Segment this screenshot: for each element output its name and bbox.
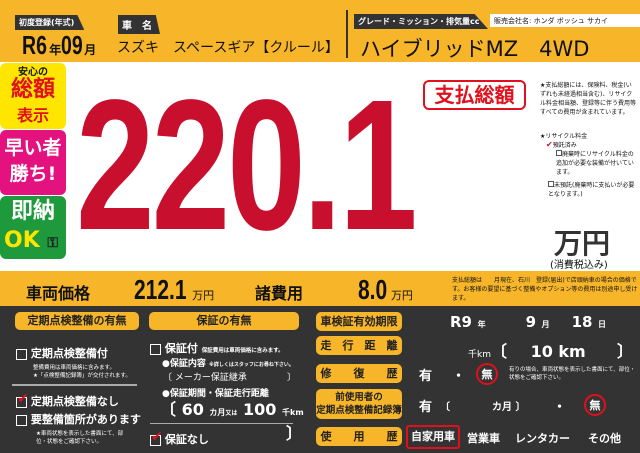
car-key-icon: ⚿: [47, 235, 59, 251]
warranty-content: 〔 メーカー保証継承〕: [163, 373, 296, 383]
checkbox[interactable]: [16, 414, 27, 426]
warranty-with: 保証付 保証費用は車両価格に含みます。: [150, 340, 284, 356]
recycle-extra: 廃棄時にリサイクル料金の追加が必要な装備が付いています。: [556, 150, 634, 176]
inspection-with-note: 整備費用は車両価格に含みます。 ★「点検整備記録簿」が交付されます。: [33, 365, 131, 379]
checkbox[interactable]: [150, 343, 161, 355]
fees-label: 諸費用: [255, 284, 304, 303]
record-yes[interactable]: 有: [419, 400, 433, 415]
record-label: 前使用者の 定期点検整備記録簿: [316, 389, 402, 419]
vehicle-price-label: 車両価格: [26, 284, 91, 303]
checkbox-checked[interactable]: ✔: [16, 391, 29, 408]
inspection-without: ✔ 定期点検整備なし: [16, 390, 119, 408]
grade-label: グレード・ミッション・排気量cc: [354, 14, 488, 29]
record-months: 〔カ月 〕: [440, 402, 526, 413]
check-icon: ✔: [151, 428, 163, 445]
total-label: 支払総額: [423, 80, 526, 110]
checkbox[interactable]: [548, 181, 554, 187]
price-band: [0, 271, 640, 306]
mileage-label: 走 行 距 離: [316, 336, 402, 355]
record-no-selected[interactable]: 無: [584, 394, 606, 416]
checkbox[interactable]: [16, 348, 27, 360]
usage-private-selected[interactable]: 自家用車: [406, 425, 460, 449]
car-name: スズキ スペースギア【クルール】: [117, 40, 339, 56]
vehicle-price: 212.1 万円: [134, 274, 215, 305]
shaken-label: 車検証有効期限: [316, 312, 402, 331]
inspection-needs-note: ★車両状態を表示した書面にて、部位・状態をご確認下さい。: [36, 431, 124, 445]
recycle-label: ★リサイクル料金: [540, 133, 588, 140]
usage-rental[interactable]: レンタカー: [515, 432, 570, 445]
grade: ハイブリッドMZ 4WD: [360, 37, 590, 61]
repair-no-selected[interactable]: 無: [476, 363, 498, 385]
header: [0, 0, 640, 62]
band-note: 支払総額は 月現在、石川 登録(届出)で店頭納車の場合の価格です。お客様の要望に…: [452, 277, 638, 302]
warranty-content-label: ●保証内容 ※詳しくはスタッフにお尋ね下さい。: [162, 359, 294, 369]
divider: [12, 384, 137, 386]
recycle-not-deposited: 未預託(廃棄時に支払いが必要となります。): [548, 181, 635, 198]
usage-label: 使 用 歴: [316, 427, 402, 446]
usage-other[interactable]: その他: [588, 432, 621, 445]
recycle-deposited: ✔預託済み: [546, 140, 577, 149]
warranty-period: 〔 60 カ月又は 100 千km 〕: [160, 400, 304, 443]
price-unit: 万円: [554, 227, 611, 260]
divider: [346, 10, 348, 58]
badge-sokuno: 即納 OK ⚿: [0, 196, 66, 259]
badge-sougaku: 安心の 総額 表示: [0, 63, 66, 129]
usage-commercial[interactable]: 営業車: [467, 432, 500, 445]
warranty-title: 保証の有無: [149, 312, 299, 330]
warranty-none: ✔ 保証なし: [150, 428, 209, 446]
check-icon: ✔: [546, 140, 553, 149]
inspection-needs: 要整備箇所があります: [16, 411, 141, 427]
badge-hayai: 早い者 勝ち!: [0, 130, 66, 195]
checkbox[interactable]: [556, 150, 562, 156]
total-price: 220.1: [76, 62, 418, 269]
inspection-title: 定期点検整備の有無: [15, 312, 139, 330]
checkbox-checked[interactable]: ✔: [150, 429, 163, 446]
car-name-label: 車 名: [118, 15, 160, 34]
repair-label: 修 復 歴: [316, 364, 402, 383]
first-reg-label: 初度登録(年式): [15, 15, 85, 30]
check-icon: ✔: [17, 390, 29, 407]
repair-note: 有りの場合、車両状態を表示した書面にて、部位・状態をご確認下さい。: [509, 367, 636, 381]
divider: [150, 423, 293, 424]
first-reg: R6 年09月: [22, 30, 97, 60]
inspection-with: 定期点検整備付: [16, 345, 108, 361]
fees: 8.0 万円: [358, 274, 413, 305]
tax-note: (消費税込み): [550, 260, 608, 271]
total-note: ★支払総額には、保険料、税金(いずれも未経過相当含む)、リサイクル料金相当額、登…: [540, 82, 637, 116]
mileage: 千km〔 10 km 〕: [468, 342, 633, 361]
warranty-period-label: ●保証期間・保証走行距離: [162, 389, 269, 399]
dealer: 販売会社名: ホンダ ボッシュ サカイ: [490, 14, 640, 27]
repair-yes[interactable]: 有: [419, 369, 433, 384]
